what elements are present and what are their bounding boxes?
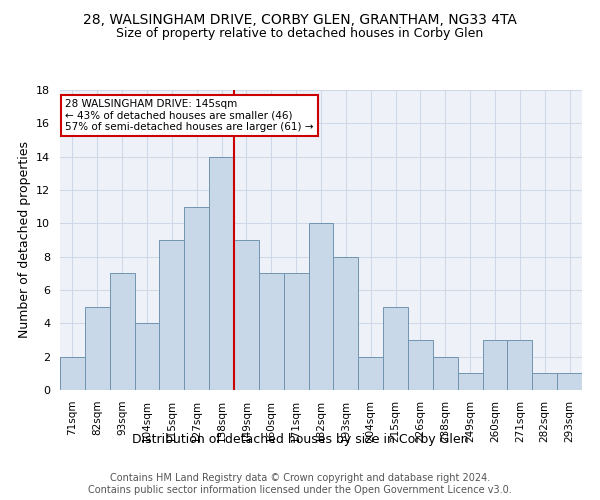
Bar: [358, 356, 383, 390]
Bar: [134, 324, 160, 390]
Bar: [184, 206, 209, 390]
Text: Size of property relative to detached houses in Corby Glen: Size of property relative to detached ho…: [116, 28, 484, 40]
Bar: [110, 274, 134, 390]
Text: 28 WALSINGHAM DRIVE: 145sqm
← 43% of detached houses are smaller (46)
57% of sem: 28 WALSINGHAM DRIVE: 145sqm ← 43% of det…: [65, 99, 314, 132]
Bar: [383, 306, 408, 390]
Bar: [85, 306, 110, 390]
Bar: [160, 240, 184, 390]
Bar: [508, 340, 532, 390]
Bar: [259, 274, 284, 390]
Bar: [234, 240, 259, 390]
Bar: [458, 374, 482, 390]
Bar: [284, 274, 308, 390]
Bar: [433, 356, 458, 390]
Text: Distribution of detached houses by size in Corby Glen: Distribution of detached houses by size …: [132, 432, 468, 446]
Bar: [60, 356, 85, 390]
Text: 28, WALSINGHAM DRIVE, CORBY GLEN, GRANTHAM, NG33 4TA: 28, WALSINGHAM DRIVE, CORBY GLEN, GRANTH…: [83, 12, 517, 26]
Bar: [334, 256, 358, 390]
Bar: [557, 374, 582, 390]
Bar: [408, 340, 433, 390]
Bar: [209, 156, 234, 390]
Text: Contains HM Land Registry data © Crown copyright and database right 2024.
Contai: Contains HM Land Registry data © Crown c…: [88, 474, 512, 495]
Y-axis label: Number of detached properties: Number of detached properties: [17, 142, 31, 338]
Bar: [532, 374, 557, 390]
Bar: [482, 340, 508, 390]
Bar: [308, 224, 334, 390]
